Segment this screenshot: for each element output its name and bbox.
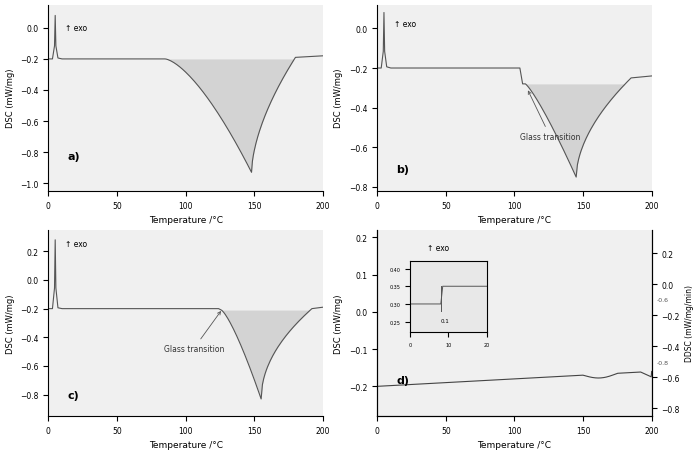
Text: Glass transition: Glass transition [164,312,224,353]
Text: -0.8: -0.8 [657,360,669,365]
Text: ↑ exo: ↑ exo [426,243,449,252]
Y-axis label: DDSC (mW/mg/min): DDSC (mW/mg/min) [685,285,694,362]
Y-axis label: DSC (mW/mg): DSC (mW/mg) [6,69,15,128]
Text: a): a) [68,152,80,162]
Text: ↑ exo: ↑ exo [65,24,87,33]
Text: c): c) [68,389,79,399]
Text: -0.6: -0.6 [657,297,669,302]
X-axis label: Temperature /°C: Temperature /°C [477,440,552,450]
X-axis label: Temperature /°C: Temperature /°C [148,440,223,450]
Y-axis label: DSC (mW/mg): DSC (mW/mg) [335,293,344,353]
Text: Glass transition: Glass transition [520,92,580,142]
Y-axis label: DSC (mW/mg): DSC (mW/mg) [6,293,15,353]
X-axis label: Temperature /°C: Temperature /°C [148,216,223,225]
Text: ↑ exo: ↑ exo [65,240,87,248]
Text: b): b) [396,165,410,175]
X-axis label: Temperature /°C: Temperature /°C [477,216,552,225]
Text: ↑ exo: ↑ exo [393,20,416,30]
Y-axis label: DSC (mW/mg): DSC (mW/mg) [335,69,343,128]
Text: d): d) [396,375,410,385]
